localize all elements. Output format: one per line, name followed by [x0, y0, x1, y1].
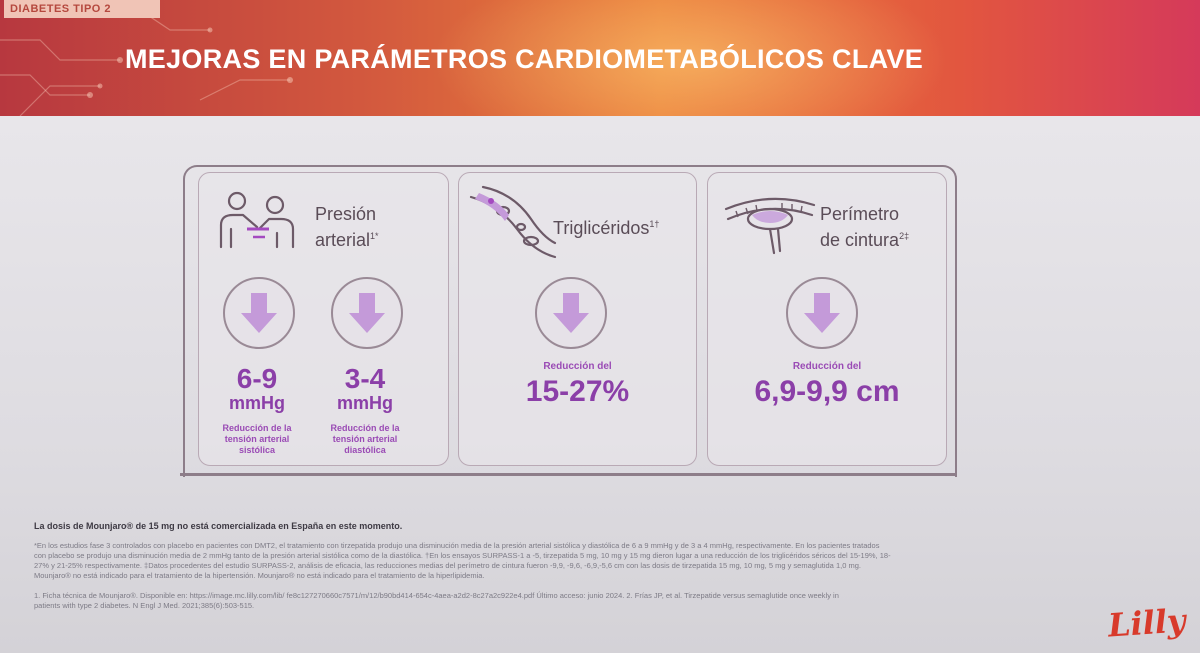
blood-pressure-title: Presión arterial1* [315, 204, 379, 250]
systolic-description: Reducción de la tensión arterial sistóli… [222, 423, 292, 455]
card-triglycerides: Triglicéridos1† Reducción del 15-27% [458, 172, 697, 466]
topic-tag: DIABETES TIPO 2 [4, 0, 160, 18]
diastolic-unit: mmHg [336, 393, 393, 413]
tape-measure-icon [724, 197, 816, 255]
reference-line: 1. Ficha técnica de Mounjaro®. Disponibl… [34, 591, 839, 600]
footnote-line: *En los estudios fase 3 controlados con … [34, 541, 880, 550]
slide-header: DIABETES TIPO 2 MEJORAS EN PARÁMETROS CA… [0, 0, 1200, 116]
footnote-line: Mounjaro® no está indicado para el trata… [34, 571, 485, 580]
waist-label: Reducción del [792, 361, 862, 372]
footnote-line: 27% y 21-25% respectivamente. ‡Datos pro… [34, 561, 861, 570]
waist-value: 6,9-9,9 cm [754, 375, 900, 408]
systolic-value: 6-9 [236, 363, 278, 394]
down-arrow-icon [223, 277, 295, 349]
systolic-unit: mmHg [228, 393, 285, 413]
triglycerides-label: Reducción del [543, 361, 612, 372]
dosage-note: La dosis de Mounjaro® de 15 mg no está c… [34, 521, 403, 531]
waist-title: Perímetro de cintura2‡ [820, 204, 910, 250]
doctor-patient-icon [219, 191, 295, 249]
cards-baseline [180, 473, 956, 476]
card-blood-pressure: Presión arterial1* 6-9 mmHg Reducción de… [198, 172, 449, 466]
footnote-line: con placebo se produjo una disminución m… [34, 551, 891, 560]
card-waist: Perímetro de cintura2‡ Reducción del 6,9… [707, 172, 947, 466]
triglycerides-title: Triglicéridos1† [553, 218, 660, 238]
header-glow [430, 0, 950, 116]
cards-frame [183, 165, 957, 477]
circuit-decoration-icon [0, 9, 293, 116]
lilly-logo: Lilly [1106, 601, 1187, 645]
diastolic-description: Reducción de la tensión arterial diastól… [330, 423, 400, 455]
reference-line: patients with type 2 diabetes. N Engl J … [34, 601, 255, 610]
down-arrow-icon [786, 277, 858, 349]
blood-vessel-icon [469, 185, 557, 259]
triglycerides-value: 15-27% [525, 375, 630, 408]
down-arrow-icon [535, 277, 607, 349]
diastolic-value: 3-4 [344, 363, 386, 394]
slide-title: MEJORAS EN PARÁMETROS CARDIOMETABÓLICOS … [125, 44, 924, 74]
down-arrow-icon [331, 277, 403, 349]
